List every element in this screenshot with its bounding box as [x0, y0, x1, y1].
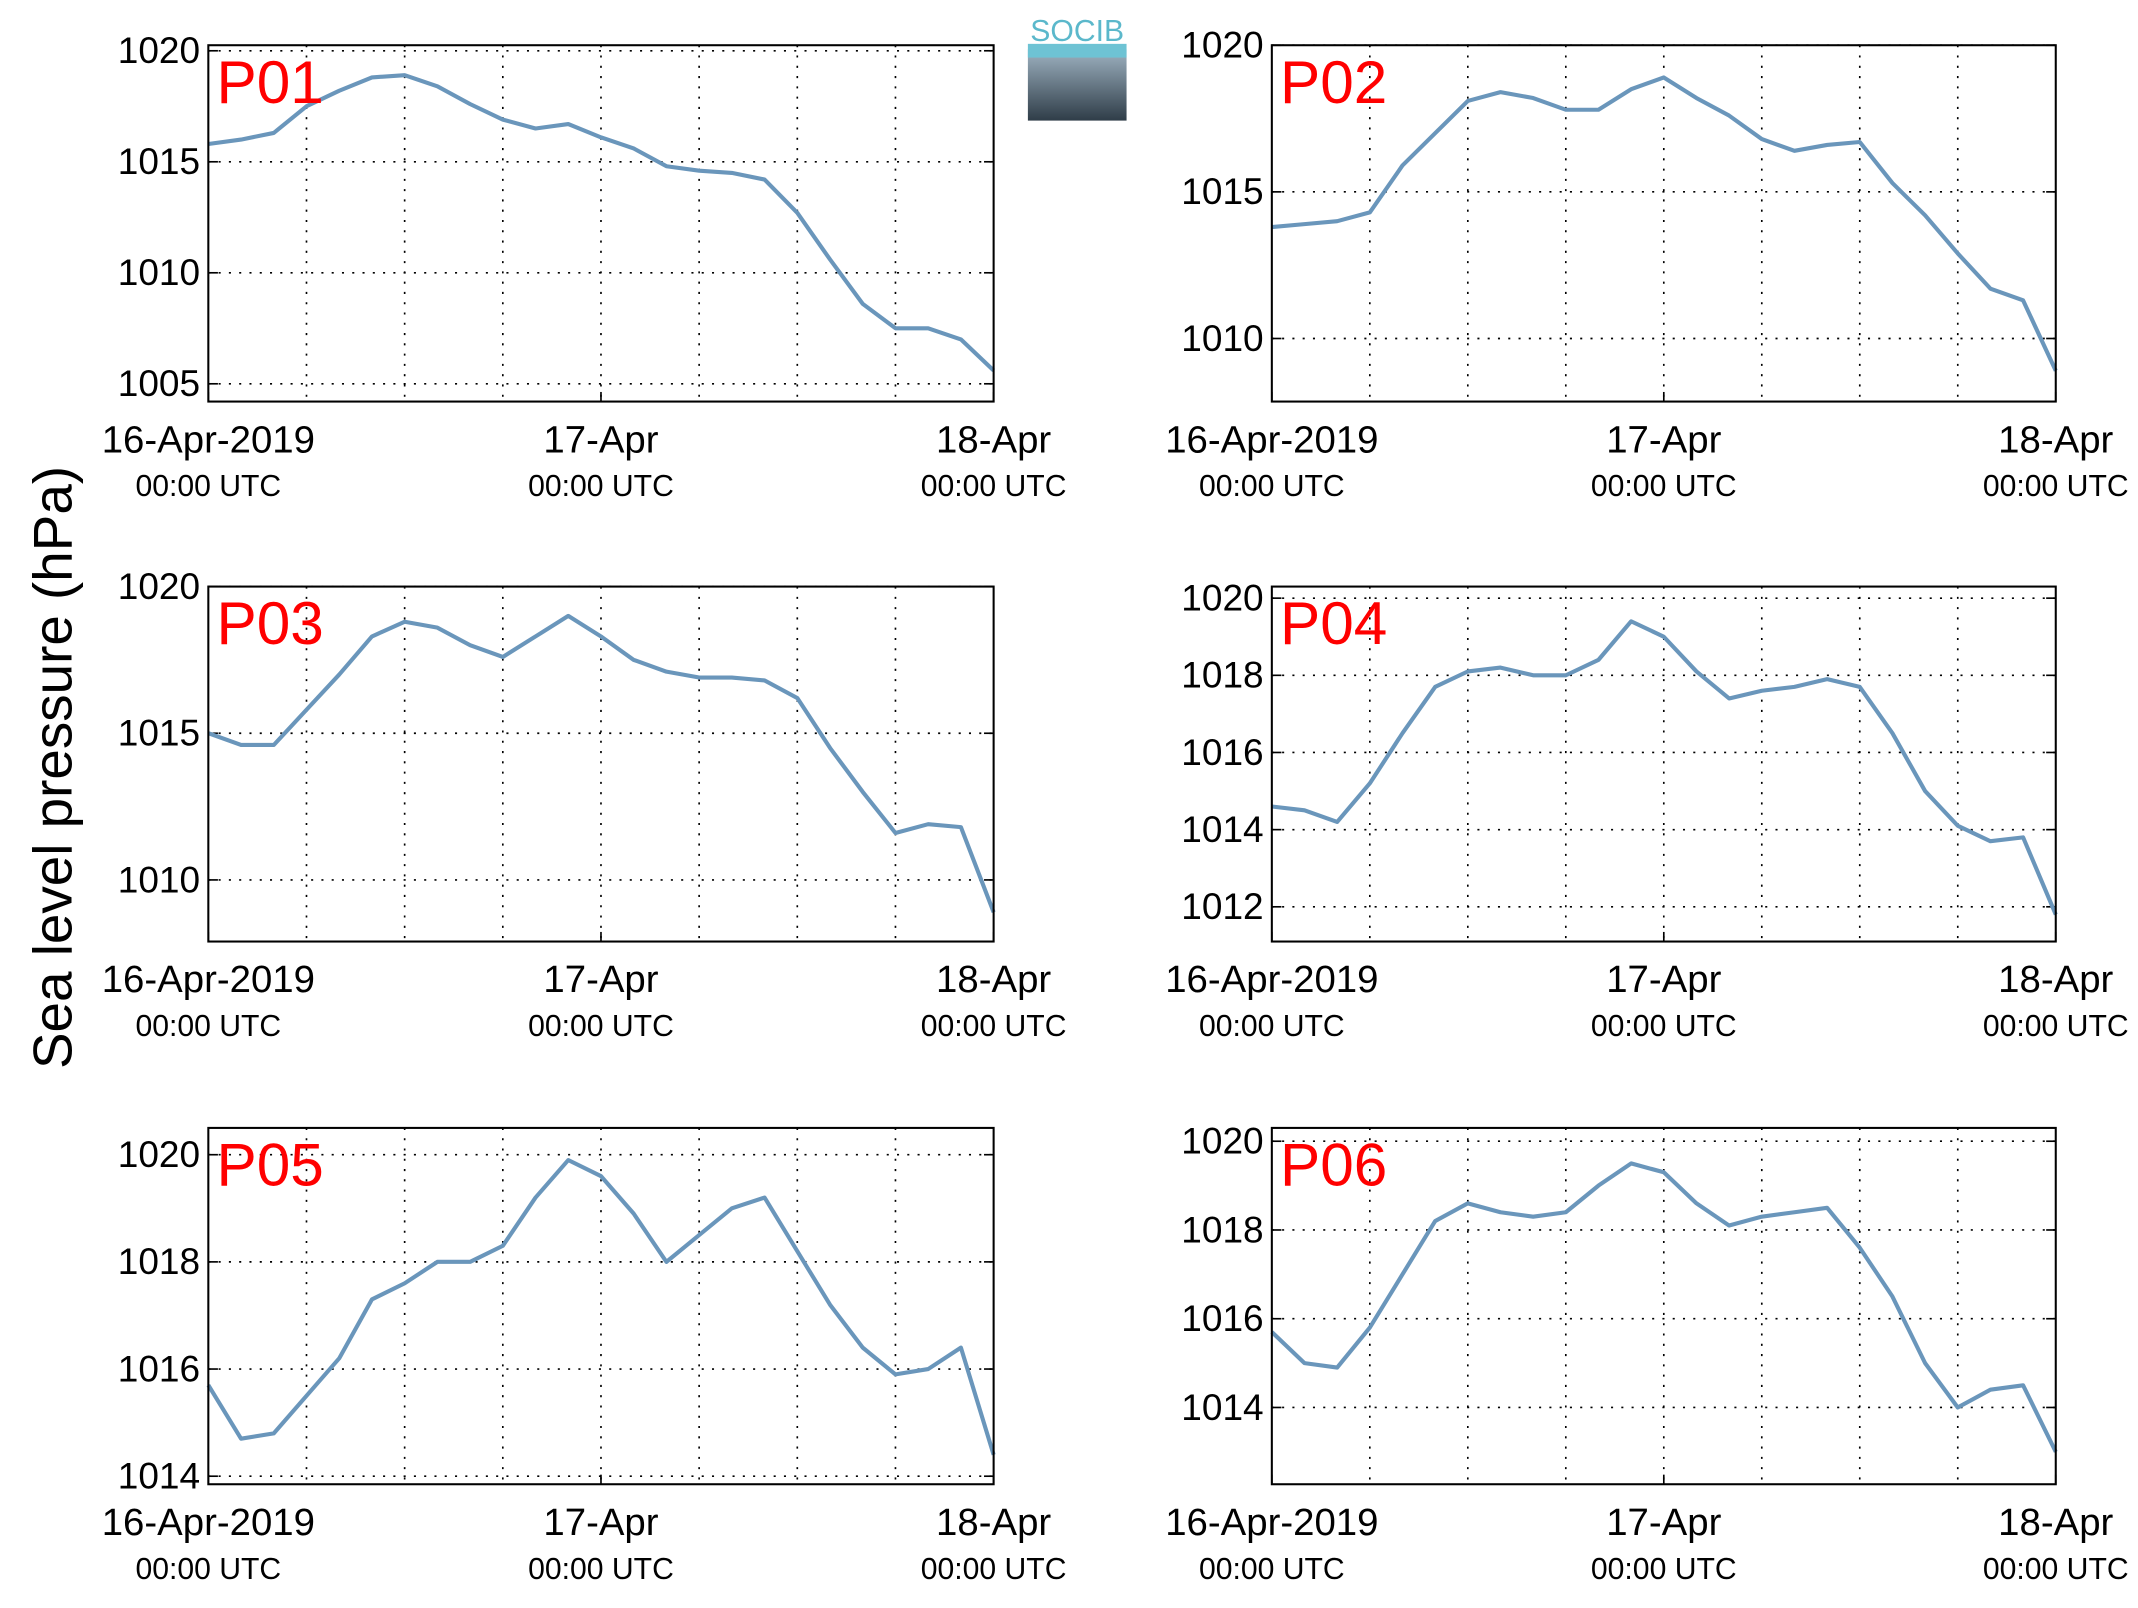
panel-label: P06	[1280, 1130, 1387, 1198]
y-tick-label: 1020	[118, 30, 200, 71]
y-tick-label: 1014	[1181, 1387, 1263, 1428]
x-tick-sublabel: 00:00 UTC	[1983, 1010, 2129, 1043]
y-tick-label: 1018	[1181, 655, 1263, 696]
logo-text: SOCIB	[1030, 15, 1124, 48]
y-tick-label: 1016	[118, 1348, 200, 1389]
x-tick-sublabel: 00:00 UTC	[921, 1010, 1067, 1043]
x-tick-label: 16-Apr-2019	[102, 958, 315, 1001]
panel-label: P02	[1280, 48, 1387, 116]
data-line	[1271, 75, 2058, 372]
plot-frame	[207, 585, 995, 943]
y-tick-label: 1015	[118, 713, 200, 754]
y-tick-label: 1020	[1181, 1121, 1263, 1162]
logo-wave	[1027, 43, 1127, 58]
x-tick-label: 16-Apr-2019	[1165, 958, 1378, 1001]
y-tick-label: 1014	[118, 1456, 200, 1497]
logo: SOCIB	[1027, 15, 1127, 121]
data-line	[206, 1158, 996, 1456]
x-tick-label: 16-Apr-2019	[102, 418, 315, 461]
x-tick-sublabel: 00:00 UTC	[1591, 1553, 1737, 1586]
data-line	[1271, 619, 2058, 916]
x-tick-sublabel: 00:00 UTC	[1983, 470, 2129, 503]
x-tick-sublabel: 00:00 UTC	[921, 1553, 1067, 1586]
y-tick-label: 1020	[118, 1134, 200, 1175]
x-tick-label: 18-Apr	[1998, 1501, 2113, 1544]
panel-label: P01	[217, 48, 324, 116]
x-tick-label: 17-Apr	[543, 958, 658, 1001]
y-tick-label: 1012	[1181, 886, 1263, 927]
x-tick-label: 18-Apr	[1998, 418, 2113, 461]
x-tick-sublabel: 00:00 UTC	[1983, 1553, 2129, 1586]
x-tick-label: 17-Apr	[1606, 418, 1721, 461]
plot-frame	[1270, 585, 2057, 943]
x-tick-label: 17-Apr	[543, 1501, 658, 1544]
logo-block	[1027, 49, 1127, 121]
x-tick-label: 17-Apr	[543, 418, 658, 461]
x-tick-label: 16-Apr-2019	[1165, 418, 1378, 461]
y-tick-label: 1014	[1181, 809, 1263, 850]
x-tick-label: 18-Apr	[936, 418, 1051, 461]
data-line	[1270, 1161, 2058, 1453]
plot-frame	[207, 44, 995, 403]
panel-label: P03	[217, 589, 324, 657]
x-tick-label: 18-Apr	[936, 958, 1051, 1001]
y-tick-label: 1010	[118, 859, 200, 900]
y-tick-label: 1020	[1181, 25, 1263, 66]
x-tick-sublabel: 00:00 UTC	[921, 470, 1067, 503]
plot-frame	[1270, 44, 2057, 403]
x-tick-label: 17-Apr	[1606, 958, 1721, 1001]
y-tick-label: 1020	[1181, 577, 1263, 618]
y-tick-label: 1015	[118, 141, 200, 182]
plot-frame	[207, 1126, 995, 1486]
x-tick-sublabel: 00:00 UTC	[1199, 470, 1345, 503]
x-tick-label: 16-Apr-2019	[1165, 1501, 1378, 1544]
y-tick-label: 1016	[1181, 732, 1263, 773]
x-tick-sublabel: 00:00 UTC	[1199, 1553, 1345, 1586]
x-tick-sublabel: 00:00 UTC	[528, 470, 674, 503]
data-line	[207, 613, 996, 913]
panel-label: P04	[1280, 589, 1387, 657]
panel-label: P05	[217, 1130, 324, 1198]
y-tick-label: 1018	[1181, 1209, 1263, 1250]
y-tick-label: 1005	[118, 363, 200, 404]
y-tick-label: 1010	[118, 252, 200, 293]
y-tick-label: 1020	[118, 566, 200, 607]
plot-frame	[1270, 1126, 2057, 1486]
x-tick-sublabel: 00:00 UTC	[135, 1553, 281, 1586]
x-tick-sublabel: 00:00 UTC	[528, 1553, 674, 1586]
y-tick-label: 1015	[1181, 171, 1263, 212]
x-tick-label: 16-Apr-2019	[102, 1501, 315, 1544]
y-axis-label: Sea level pressure (hPa)	[21, 466, 83, 1069]
x-tick-label: 18-Apr	[936, 1501, 1051, 1544]
data-line	[208, 73, 996, 372]
y-tick-label: 1016	[1181, 1298, 1263, 1339]
x-tick-sublabel: 00:00 UTC	[528, 1010, 674, 1043]
x-tick-sublabel: 00:00 UTC	[135, 470, 281, 503]
x-tick-label: 17-Apr	[1606, 1501, 1721, 1544]
x-tick-sublabel: 00:00 UTC	[1591, 470, 1737, 503]
y-tick-label: 1010	[1181, 318, 1263, 359]
x-tick-sublabel: 00:00 UTC	[1199, 1010, 1345, 1043]
x-tick-sublabel: 00:00 UTC	[1591, 1010, 1737, 1043]
y-tick-label: 1018	[118, 1241, 200, 1282]
x-tick-label: 18-Apr	[1998, 958, 2113, 1001]
x-tick-sublabel: 00:00 UTC	[135, 1010, 281, 1043]
